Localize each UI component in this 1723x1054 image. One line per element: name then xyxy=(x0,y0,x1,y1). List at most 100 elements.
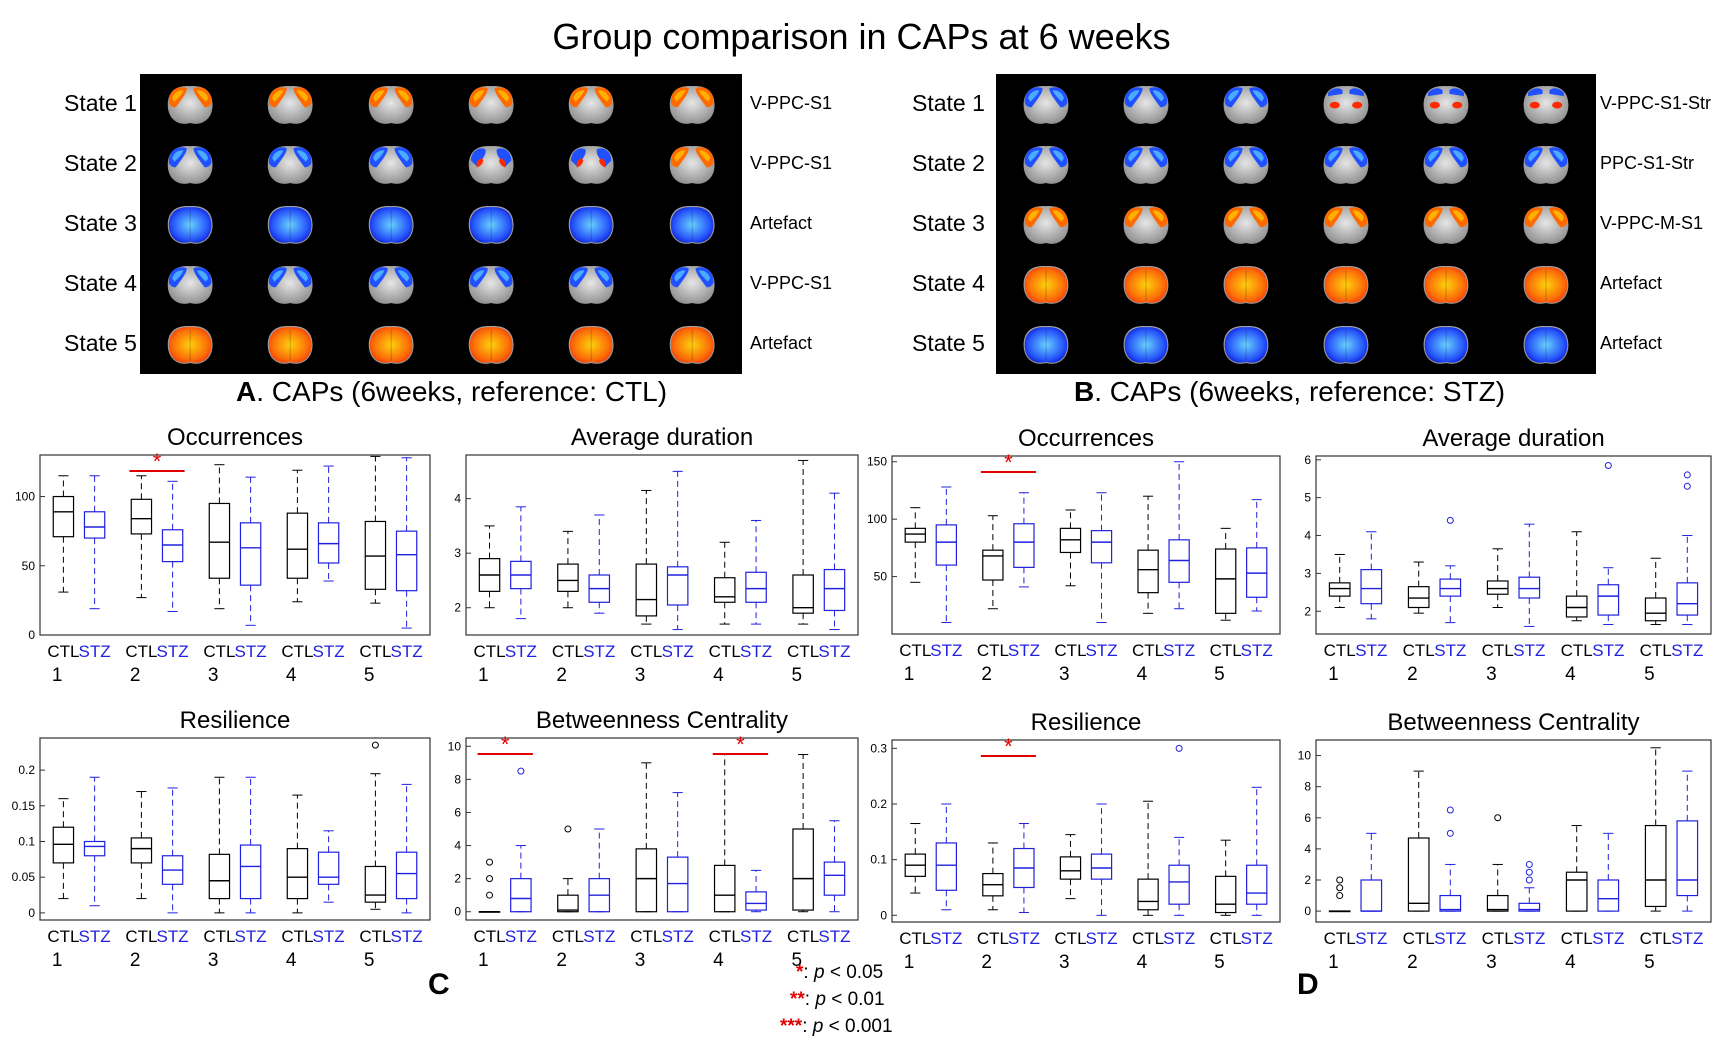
box xyxy=(557,563,579,592)
outlier xyxy=(1446,829,1454,837)
box xyxy=(239,522,262,586)
y-tick-label: 50 xyxy=(874,570,888,584)
box xyxy=(239,844,262,900)
state-number: 5 xyxy=(1214,952,1225,973)
activation-map xyxy=(269,327,312,363)
panel-b-caption: B. CAPs (6weeks, reference: STZ) xyxy=(1074,376,1506,407)
state-number: 5 xyxy=(1214,664,1225,685)
figure-title: Group comparison in CAPs at 6 weeks xyxy=(552,16,1171,57)
outlier xyxy=(1525,876,1533,884)
box xyxy=(792,574,814,614)
group-label: CTL xyxy=(1324,929,1356,948)
y-tick-label: 50 xyxy=(22,559,36,573)
y-tick-label: 0.05 xyxy=(12,870,36,884)
box xyxy=(1644,597,1667,622)
y-tick-label: 3 xyxy=(454,546,461,560)
group-label: STZ xyxy=(583,642,615,661)
group-label: CTL xyxy=(709,642,741,661)
activation-map xyxy=(1424,327,1468,363)
brain-slice xyxy=(1502,256,1590,312)
y-tick-label: 4 xyxy=(1304,529,1311,543)
chart-title: Average duration xyxy=(571,424,753,451)
group-label: STZ xyxy=(1163,929,1195,948)
network-label: V-PPC-S1 xyxy=(750,273,833,293)
state-number: 4 xyxy=(713,665,724,686)
boxplot-D-occ: Occurrences50100150CTLSTZ1CTLSTZ2CTLSTZ3… xyxy=(867,425,1281,685)
group-label: CTL xyxy=(203,642,235,661)
brain-slice xyxy=(1402,196,1490,252)
state-number: 4 xyxy=(1137,664,1148,685)
brain-slice xyxy=(1002,136,1090,192)
state-number: 1 xyxy=(1328,952,1339,973)
outlier xyxy=(1336,876,1344,884)
box xyxy=(1676,582,1699,616)
activation-map xyxy=(1224,267,1268,303)
box xyxy=(635,563,658,617)
group-label: STZ xyxy=(391,927,423,946)
group-label: STZ xyxy=(1592,929,1624,948)
box xyxy=(1360,879,1383,912)
group-label: CTL xyxy=(1561,929,1593,948)
group-label: STZ xyxy=(1085,641,1117,660)
box xyxy=(1246,864,1268,905)
group-label: CTL xyxy=(1482,641,1514,660)
brain-slice xyxy=(648,256,736,312)
activation-map xyxy=(369,327,413,363)
group-label: CTL xyxy=(359,642,391,661)
plot-frame xyxy=(1315,455,1712,635)
brain-slice-shape xyxy=(1523,85,1569,124)
group-label: STZ xyxy=(1241,641,1273,660)
chart-title: Resilience xyxy=(180,707,291,734)
activation-map xyxy=(469,207,513,243)
group-label: STZ xyxy=(157,642,189,661)
y-tick-label: 6 xyxy=(454,805,461,819)
activation-map xyxy=(1328,88,1343,97)
brain-slice xyxy=(447,196,535,252)
plot-frame xyxy=(891,455,1281,635)
outlier xyxy=(1446,806,1454,814)
group-label: STZ xyxy=(1085,929,1117,948)
group-label: CTL xyxy=(1132,929,1164,948)
y-tick-label: 8 xyxy=(1304,780,1311,794)
group-label: STZ xyxy=(313,642,345,661)
group-label: STZ xyxy=(157,927,189,946)
group-label: CTL xyxy=(1132,641,1164,660)
box xyxy=(1518,576,1541,599)
box xyxy=(666,566,689,606)
state-number: 3 xyxy=(1486,664,1497,685)
box xyxy=(364,865,387,903)
network-label: Artefact xyxy=(1600,333,1663,353)
brain-slice xyxy=(146,136,234,192)
y-tick-label: 2 xyxy=(1304,604,1311,618)
box xyxy=(1676,820,1699,897)
box xyxy=(982,872,1004,897)
brain-slice xyxy=(246,316,334,372)
group-label: CTL xyxy=(203,927,235,946)
box xyxy=(792,828,814,911)
chart-title: Average duration xyxy=(1422,425,1604,452)
activation-map xyxy=(168,207,212,243)
state-number: 3 xyxy=(1486,952,1497,973)
brain-slice xyxy=(1302,136,1390,192)
activation-map xyxy=(471,148,486,167)
brain-slice xyxy=(347,316,435,372)
group-label: STZ xyxy=(505,642,537,661)
outlier xyxy=(1175,744,1183,752)
outlier xyxy=(564,825,572,833)
panel-c-letter: C xyxy=(428,968,450,1001)
brain-slice xyxy=(1202,76,1290,132)
box xyxy=(1168,864,1190,905)
chart-title: Occurrences xyxy=(167,424,303,451)
activation-map xyxy=(1449,88,1464,97)
activation-map xyxy=(469,327,513,363)
network-label: V-PPC-M-S1 xyxy=(1600,213,1704,233)
significance-star: * xyxy=(736,732,745,757)
box xyxy=(1059,856,1082,880)
activation-map xyxy=(1524,267,1568,303)
y-tick-label: 2 xyxy=(454,872,461,886)
outlier xyxy=(1683,471,1691,479)
brain-slice xyxy=(547,76,635,132)
state-number: 5 xyxy=(364,665,375,686)
brain-slice xyxy=(1302,76,1390,132)
